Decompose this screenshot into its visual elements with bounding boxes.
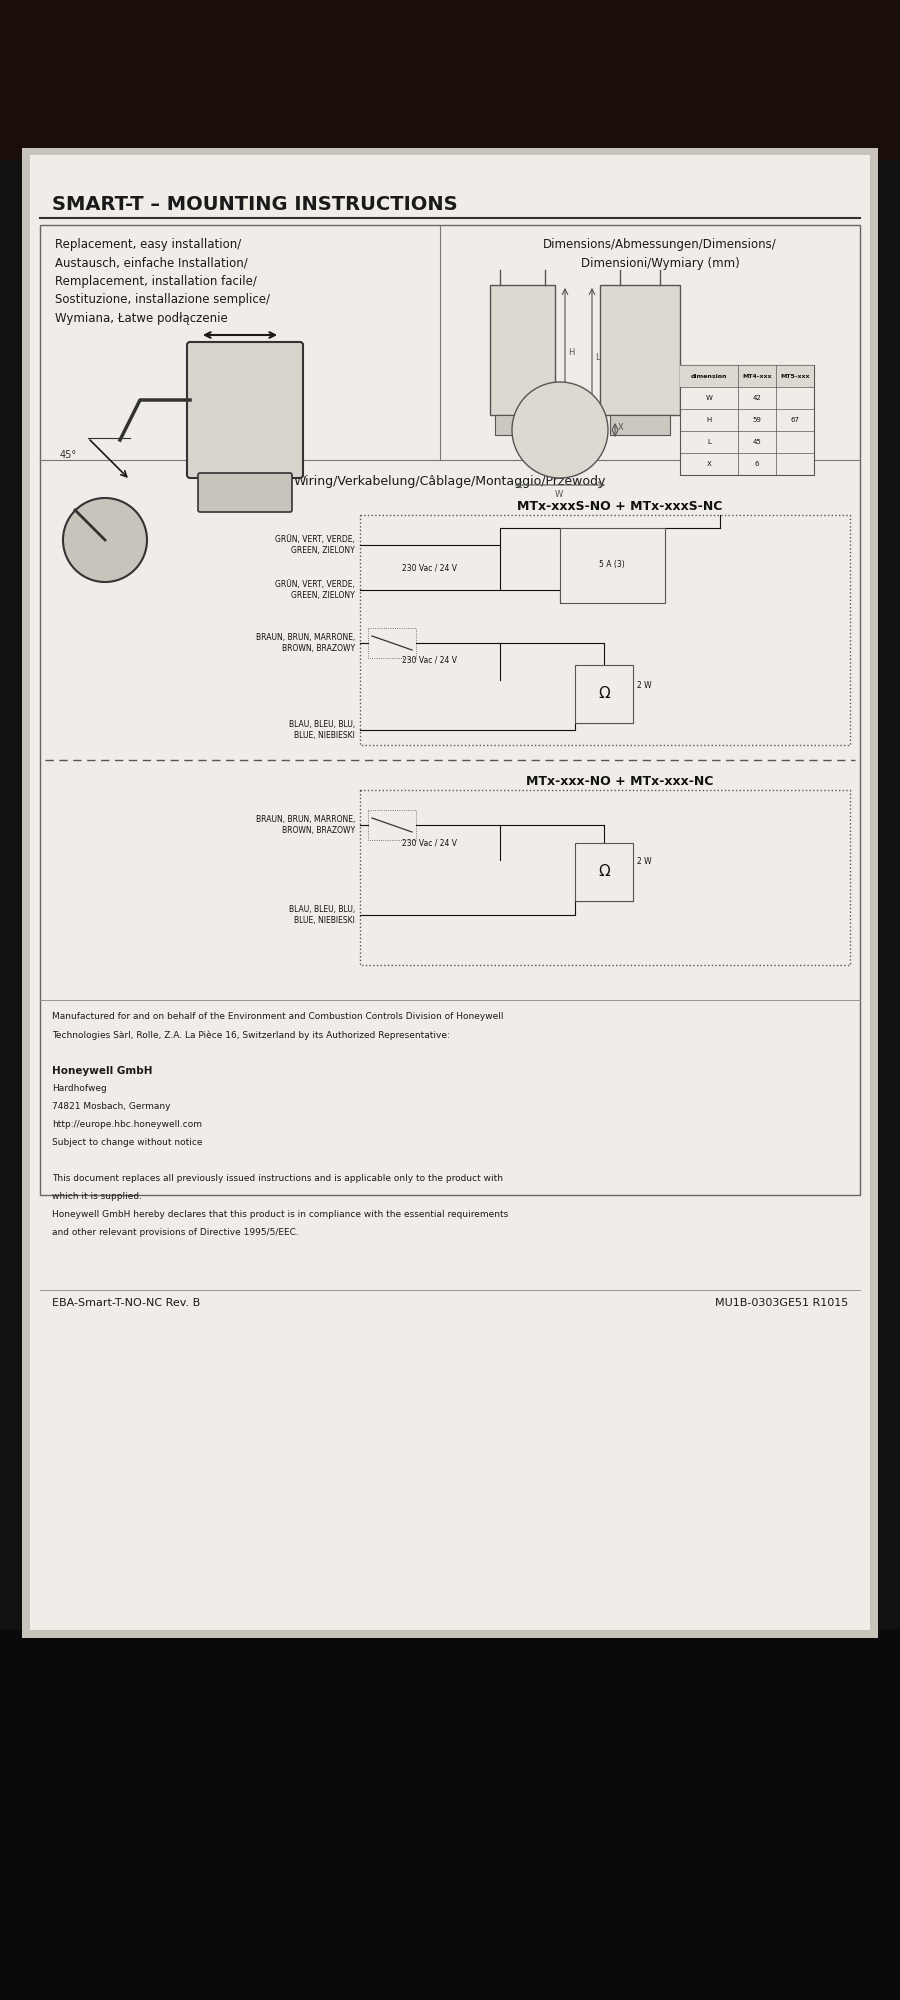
Text: GRÜN, VERT, VERDE,
GREEN, ZIELONY: GRÜN, VERT, VERDE, GREEN, ZIELONY — [275, 580, 355, 600]
Bar — [680, 364, 814, 388]
Text: BRAUN, BRUN, MARRONE,
BROWN, BRAZOWY: BRAUN, BRUN, MARRONE, BROWN, BRAZOWY — [256, 814, 355, 836]
Bar — [360, 790, 850, 966]
Text: http://europe.hbc.honeywell.com: http://europe.hbc.honeywell.com — [52, 1120, 202, 1128]
Text: Wiring/Verkabelung/Câblage/Montaggio/Przewody: Wiring/Verkabelung/Câblage/Montaggio/Prz… — [293, 474, 607, 488]
Bar — [575, 664, 633, 722]
Text: Hardhofweg: Hardhofweg — [52, 1084, 107, 1092]
Bar — [368, 810, 416, 840]
Text: 230 Vac / 24 V: 230 Vac / 24 V — [402, 656, 457, 664]
Text: Replacement, easy installation/
Austausch, einfache Installation/
Remplacement, : Replacement, easy installation/ Austausc… — [55, 238, 270, 324]
Text: Honeywell GmbH: Honeywell GmbH — [52, 1066, 152, 1076]
Text: Manufactured for and on behalf of the Environment and Combustion Controls Divisi: Manufactured for and on behalf of the En… — [52, 1012, 503, 1020]
Bar — [22, 148, 878, 1638]
Text: Honeywell GmbH hereby declares that this product is in compliance with the essen: Honeywell GmbH hereby declares that this… — [52, 1210, 508, 1218]
Text: BRAUN, BRUN, MARRONE,
BROWN, BRAZOWY: BRAUN, BRUN, MARRONE, BROWN, BRAZOWY — [256, 632, 355, 654]
Text: BLAU, BLEU, BLU,
BLUE, NIEBIESKI: BLAU, BLEU, BLU, BLUE, NIEBIESKI — [289, 904, 355, 926]
Text: W: W — [706, 396, 713, 400]
FancyBboxPatch shape — [198, 472, 292, 512]
Text: Subject to change without notice: Subject to change without notice — [52, 1138, 202, 1148]
Text: X: X — [706, 462, 711, 466]
Text: This document replaces all previously issued instructions and is applicable only: This document replaces all previously is… — [52, 1174, 503, 1182]
Text: W: W — [555, 490, 563, 498]
Text: SMART-T – MOUNTING INSTRUCTIONS: SMART-T – MOUNTING INSTRUCTIONS — [52, 196, 457, 214]
Text: 45°: 45° — [60, 450, 77, 460]
Bar — [610, 416, 670, 436]
Text: 74821 Mosbach, Germany: 74821 Mosbach, Germany — [52, 1102, 170, 1112]
Text: H: H — [706, 418, 712, 424]
Text: MT5-xxx: MT5-xxx — [780, 374, 810, 378]
Text: Dimensions/Abmessungen/Dimensions/
Dimensioni/Wymiary (mm): Dimensions/Abmessungen/Dimensions/ Dimen… — [543, 238, 777, 270]
Bar — [575, 844, 633, 900]
Text: dimension: dimension — [691, 374, 727, 378]
Text: 230 Vac / 24 V: 230 Vac / 24 V — [402, 838, 457, 848]
Text: MT4-xxx: MT4-xxx — [742, 374, 772, 378]
Text: 59: 59 — [752, 418, 761, 424]
Text: Ω: Ω — [598, 864, 610, 880]
Bar — [368, 628, 416, 658]
Text: BLAU, BLEU, BLU,
BLUE, NIEBIESKI: BLAU, BLEU, BLU, BLUE, NIEBIESKI — [289, 720, 355, 740]
Bar — [680, 364, 814, 474]
Text: MTx-xxxS-NO + MTx-xxxS-NC: MTx-xxxS-NO + MTx-xxxS-NC — [518, 500, 723, 512]
FancyBboxPatch shape — [187, 342, 303, 478]
Text: and other relevant provisions of Directive 1995/5/EEC.: and other relevant provisions of Directi… — [52, 1228, 299, 1236]
Text: MTx-xxx-NO + MTx-xxx-NC: MTx-xxx-NO + MTx-xxx-NC — [526, 774, 714, 788]
Text: L: L — [595, 352, 599, 362]
Bar — [360, 514, 850, 744]
Circle shape — [63, 498, 147, 582]
Text: MU1B-0303GE51 R1015: MU1B-0303GE51 R1015 — [715, 1298, 848, 1308]
Circle shape — [512, 382, 608, 478]
Text: 5 A (3): 5 A (3) — [599, 560, 625, 570]
Text: EBA-Smart-T-NO-NC Rev. B: EBA-Smart-T-NO-NC Rev. B — [52, 1298, 200, 1308]
Bar — [0, 1630, 900, 2000]
Text: which it is supplied.: which it is supplied. — [52, 1192, 142, 1200]
Bar — [495, 416, 550, 436]
Text: 2 W: 2 W — [637, 680, 652, 690]
Bar — [40, 224, 860, 1194]
Text: 2 W: 2 W — [637, 858, 652, 866]
Text: GRÜN, VERT, VERDE,
GREEN, ZIELONY: GRÜN, VERT, VERDE, GREEN, ZIELONY — [275, 534, 355, 556]
Text: H: H — [568, 348, 574, 356]
Bar — [30, 156, 870, 1630]
Text: Ω: Ω — [598, 686, 610, 702]
Text: L: L — [707, 440, 711, 446]
Bar — [490, 284, 555, 416]
Bar — [560, 528, 665, 604]
Text: 42: 42 — [752, 396, 761, 400]
Text: 67: 67 — [790, 418, 799, 424]
Text: 6: 6 — [755, 462, 760, 466]
Bar — [0, 0, 900, 160]
Text: X: X — [618, 424, 624, 432]
Text: Technologies Sàrl, Rolle, Z.A. La Pièce 16, Switzerland by its Authorized Repres: Technologies Sàrl, Rolle, Z.A. La Pièce … — [52, 1030, 450, 1040]
Text: 230 Vac / 24 V: 230 Vac / 24 V — [402, 564, 457, 572]
Text: 45: 45 — [752, 440, 761, 446]
Bar — [600, 284, 680, 416]
